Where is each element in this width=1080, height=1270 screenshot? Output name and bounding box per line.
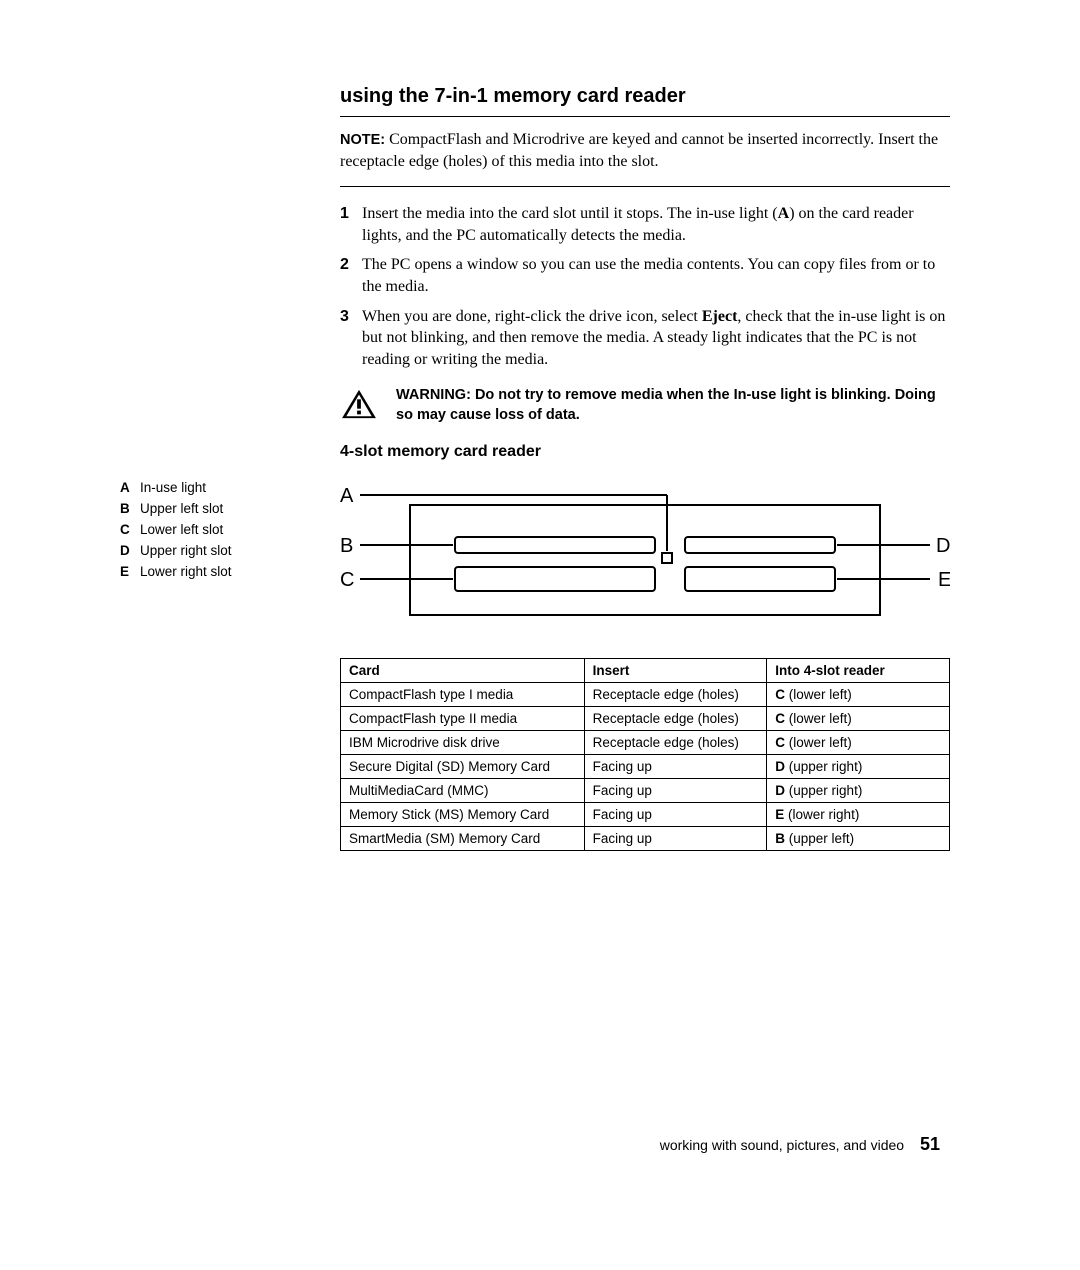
legend-row: BUpper left slot (120, 501, 320, 516)
step-body: When you are done, right-click the drive… (362, 306, 950, 371)
note-label: NOTE: (340, 132, 385, 148)
table-cell: MultiMediaCard (MMC) (341, 779, 585, 803)
footer-text: working with sound, pictures, and video (660, 1137, 904, 1153)
step-item: 3When you are done, right-click the driv… (340, 306, 950, 371)
table-cell: Secure Digital (SD) Memory Card (341, 755, 585, 779)
legend-value: Upper right slot (140, 543, 320, 558)
step-number: 1 (340, 203, 362, 246)
legend-key: C (120, 522, 140, 537)
step-number: 2 (340, 254, 362, 297)
step-item: 1Insert the media into the card slot unt… (340, 203, 950, 246)
legend-value: Upper left slot (140, 501, 320, 516)
table-row: CompactFlash type I mediaReceptacle edge… (341, 683, 950, 707)
table-cell: C (lower left) (767, 731, 950, 755)
table-cell: IBM Microdrive disk drive (341, 731, 585, 755)
diagram-label-b: B (340, 535, 353, 557)
table-cell: SmartMedia (SM) Memory Card (341, 827, 585, 851)
table-row: Memory Stick (MS) Memory CardFacing upE … (341, 803, 950, 827)
table-cell: Receptacle edge (holes) (584, 707, 767, 731)
step-body: Insert the media into the card slot unti… (362, 203, 950, 246)
table-header-cell: Insert (584, 659, 767, 683)
page-title: using the 7-in-1 memory card reader (340, 85, 950, 108)
legend-value: Lower left slot (140, 522, 320, 537)
reader-diagram: A B C D E (340, 475, 950, 630)
legend-value: In-use light (140, 480, 320, 495)
table-cell: Facing up (584, 803, 767, 827)
legend-key: D (120, 543, 140, 558)
table-cell: E (lower right) (767, 803, 950, 827)
warning-text: WARNING: Do not try to remove media when… (396, 386, 950, 425)
table-row: IBM Microdrive disk driveReceptacle edge… (341, 731, 950, 755)
main-content: using the 7-in-1 memory card reader NOTE… (320, 85, 950, 851)
warning-block: WARNING: Do not try to remove media when… (340, 386, 950, 425)
legend-row: ELower right slot (120, 564, 320, 579)
legend-row: AIn-use light (120, 480, 320, 495)
page-footer: working with sound, pictures, and video … (660, 1134, 940, 1155)
card-table: CardInsertInto 4-slot reader CompactFlas… (340, 658, 950, 851)
table-cell: D (upper right) (767, 779, 950, 803)
step-body: The PC opens a window so you can use the… (362, 254, 950, 297)
table-body: CompactFlash type I mediaReceptacle edge… (341, 683, 950, 851)
diagram-label-a: A (340, 485, 354, 507)
table-cell: C (lower left) (767, 683, 950, 707)
page-number: 51 (920, 1134, 940, 1154)
legend-key: E (120, 564, 140, 579)
diagram-label-d: D (936, 535, 950, 557)
table-row: Secure Digital (SD) Memory CardFacing up… (341, 755, 950, 779)
table-cell: Memory Stick (MS) Memory Card (341, 803, 585, 827)
table-header-cell: Card (341, 659, 585, 683)
divider (340, 116, 950, 117)
table-cell: B (upper left) (767, 827, 950, 851)
step-number: 3 (340, 306, 362, 371)
table-header-row: CardInsertInto 4-slot reader (341, 659, 950, 683)
warning-icon (340, 388, 378, 420)
legend-key: A (120, 480, 140, 495)
table-row: SmartMedia (SM) Memory CardFacing upB (u… (341, 827, 950, 851)
legend-value: Lower right slot (140, 564, 320, 579)
table-cell: C (lower left) (767, 707, 950, 731)
diagram-label-e: E (938, 569, 950, 591)
table-cell: Facing up (584, 827, 767, 851)
table-header-cell: Into 4-slot reader (767, 659, 950, 683)
table-cell: Facing up (584, 779, 767, 803)
legend-row: DUpper right slot (120, 543, 320, 558)
divider (340, 186, 950, 187)
legend-sidebar: AIn-use lightBUpper left slotCLower left… (120, 85, 320, 851)
legend-key: B (120, 501, 140, 516)
steps-list: 1Insert the media into the card slot unt… (340, 203, 950, 370)
legend-row: CLower left slot (120, 522, 320, 537)
section-subtitle: 4-slot memory card reader (340, 443, 950, 461)
note-text: CompactFlash and Microdrive are keyed an… (340, 131, 938, 170)
table-row: CompactFlash type II mediaReceptacle edg… (341, 707, 950, 731)
table-cell: CompactFlash type I media (341, 683, 585, 707)
step-item: 2The PC opens a window so you can use th… (340, 254, 950, 297)
note-block: NOTE: CompactFlash and Microdrive are ke… (340, 129, 950, 172)
table-row: MultiMediaCard (MMC)Facing upD (upper ri… (341, 779, 950, 803)
table-cell: Receptacle edge (holes) (584, 683, 767, 707)
table-cell: Facing up (584, 755, 767, 779)
table-cell: Receptacle edge (holes) (584, 731, 767, 755)
table-cell: CompactFlash type II media (341, 707, 585, 731)
diagram-label-c: C (340, 569, 354, 591)
table-cell: D (upper right) (767, 755, 950, 779)
